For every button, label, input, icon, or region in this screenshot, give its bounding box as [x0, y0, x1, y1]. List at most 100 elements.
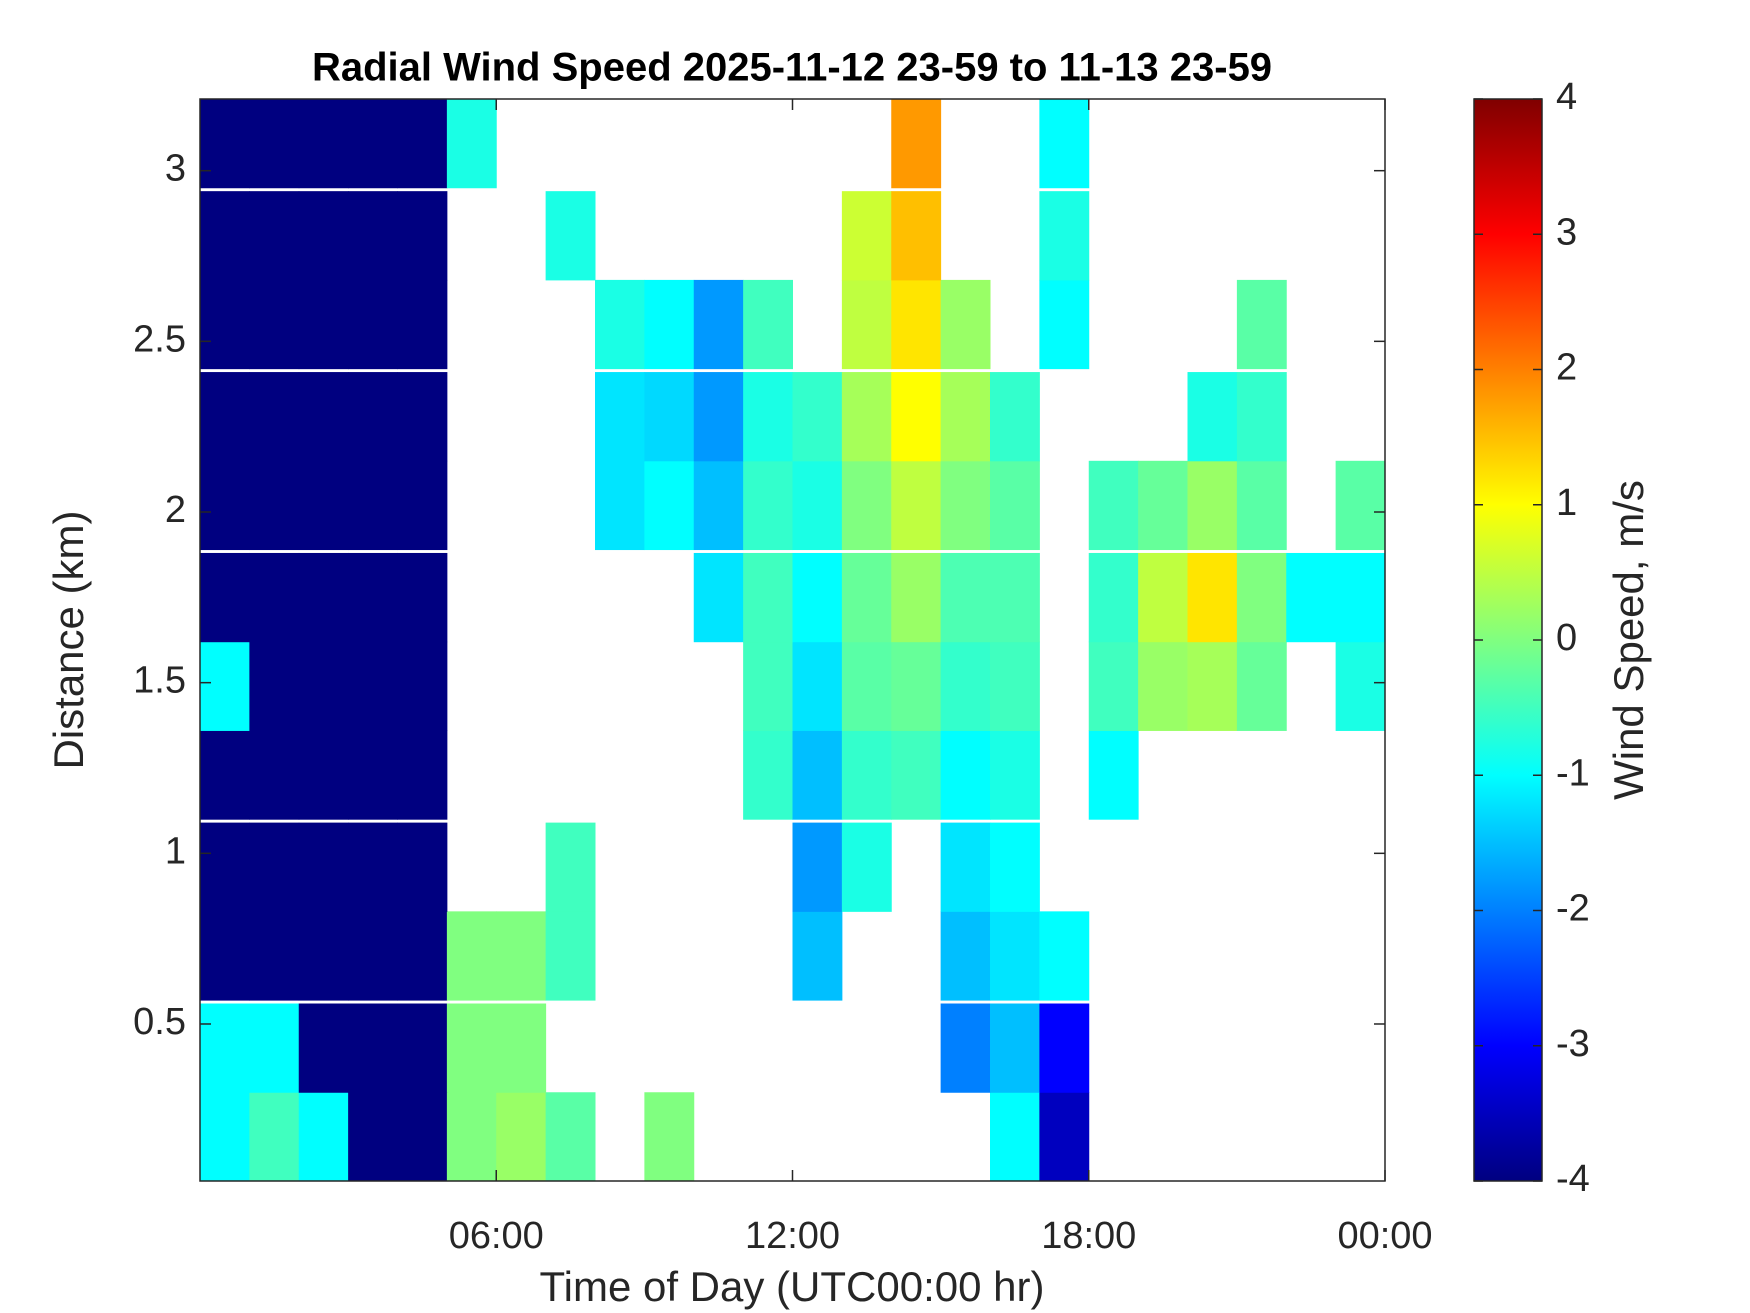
- heatmap-cell: [891, 460, 942, 551]
- heatmap-cell: [693, 372, 744, 462]
- colorbar-label: Wind Speed, m/s: [1605, 480, 1652, 800]
- heatmap-cell: [1187, 641, 1238, 731]
- heatmap-cell: [940, 279, 991, 370]
- heatmap-cell: [200, 641, 250, 731]
- heatmap-cell: [1236, 552, 1287, 643]
- heatmap-cell: [200, 279, 250, 370]
- heatmap-cell: [891, 641, 942, 731]
- colorbar-tick-label: 4: [1556, 76, 1577, 118]
- heatmap-cell: [496, 1003, 547, 1093]
- heatmap-cell: [249, 641, 300, 731]
- heatmap-cell: [644, 279, 695, 370]
- heatmap-cell: [792, 911, 843, 1001]
- heatmap-cell: [990, 372, 1040, 462]
- heatmap-cell: [200, 1092, 250, 1181]
- heatmap-cell: [1039, 1092, 1090, 1181]
- heatmap-cell: [940, 911, 991, 1001]
- heatmap-cell: [1236, 279, 1287, 370]
- heatmap-cell: [249, 730, 300, 820]
- heatmap-cell: [743, 279, 793, 370]
- heatmap-cell: [940, 641, 991, 731]
- heatmap-cell: [595, 279, 645, 370]
- heatmap-cell: [792, 552, 843, 643]
- heatmap-cell: [298, 552, 349, 643]
- heatmap-cell: [940, 1003, 991, 1093]
- heatmap-cell: [891, 279, 942, 370]
- heatmap: [200, 99, 1385, 1181]
- heatmap-cell: [841, 822, 892, 912]
- heatmap-cell: [1039, 1003, 1090, 1093]
- heatmap-cell: [249, 99, 300, 189]
- heatmap-cell: [743, 372, 793, 462]
- heatmap-cell: [1187, 372, 1238, 462]
- heatmap-cell: [397, 372, 448, 462]
- y-axis-label: Distance (km): [45, 510, 92, 769]
- heatmap-cell: [298, 822, 349, 912]
- heatmap-cell: [200, 1003, 250, 1093]
- heatmap-cell: [940, 730, 991, 820]
- heatmap-cell: [298, 279, 349, 370]
- x-tick-label: 12:00: [745, 1215, 840, 1257]
- heatmap-cell: [545, 911, 596, 1001]
- heatmap-cell: [397, 99, 448, 189]
- x-tick-label: 18:00: [1041, 1215, 1136, 1257]
- heatmap-cell: [693, 552, 744, 643]
- heatmap-cell: [792, 822, 843, 912]
- heatmap-cell: [1335, 552, 1385, 643]
- heatmap-cell: [743, 460, 793, 551]
- heatmap-cell: [792, 460, 843, 551]
- heatmap-cell: [446, 1092, 497, 1181]
- heatmap-cell: [249, 191, 300, 281]
- heatmap-cell: [348, 372, 398, 462]
- heatmap-cell: [1138, 460, 1188, 551]
- heatmap-cell: [496, 911, 547, 1001]
- heatmap-cell: [841, 191, 892, 281]
- heatmap-cell: [1335, 460, 1385, 551]
- heatmap-cell: [990, 730, 1040, 820]
- heatmap-cell: [249, 372, 300, 462]
- heatmap-cell: [1187, 460, 1238, 551]
- heatmap-cell: [348, 279, 398, 370]
- heatmap-cell: [348, 460, 398, 551]
- heatmap-cell: [1138, 552, 1188, 643]
- heatmap-cell: [841, 552, 892, 643]
- heatmap-cell: [348, 99, 398, 189]
- x-tick-label: 00:00: [1337, 1215, 1432, 1257]
- heatmap-cell: [990, 911, 1040, 1001]
- colorbar-tick-label: 2: [1556, 347, 1577, 389]
- heatmap-cell: [693, 460, 744, 551]
- heatmap-cell: [446, 911, 497, 1001]
- y-tick-label: 0.5: [133, 1001, 186, 1043]
- heatmap-cell: [990, 1003, 1040, 1093]
- heatmap-cell: [249, 552, 300, 643]
- heatmap-cell: [1335, 641, 1385, 731]
- heatmap-cell: [397, 552, 448, 643]
- heatmap-cell: [940, 372, 991, 462]
- heatmap-cell: [397, 279, 448, 370]
- heatmap-cell: [693, 279, 744, 370]
- heatmap-cell: [1286, 552, 1337, 643]
- heatmap-cell: [348, 730, 398, 820]
- heatmap-cell: [990, 460, 1040, 551]
- heatmap-cell: [1236, 460, 1287, 551]
- heatmap-cell: [200, 191, 250, 281]
- heatmap-cell: [595, 460, 645, 551]
- heatmap-cell: [940, 460, 991, 551]
- heatmap-cell: [1187, 552, 1238, 643]
- y-tick-label: 1.5: [133, 660, 186, 702]
- heatmap-cell: [1039, 279, 1090, 370]
- heatmap-cell: [249, 911, 300, 1001]
- heatmap-cell: [348, 191, 398, 281]
- heatmap-cell: [1088, 730, 1139, 820]
- heatmap-cell: [891, 99, 942, 189]
- heatmap-cell: [940, 552, 991, 643]
- heatmap-cell: [644, 460, 695, 551]
- heatmap-cell: [1236, 372, 1287, 462]
- heatmap-cell: [644, 372, 695, 462]
- heatmap-cell: [348, 911, 398, 1001]
- heatmap-cell: [743, 641, 793, 731]
- colorbar-tick-label: -3: [1556, 1023, 1590, 1065]
- heatmap-cell: [841, 641, 892, 731]
- heatmap-cell: [792, 730, 843, 820]
- heatmap-cell: [940, 822, 991, 912]
